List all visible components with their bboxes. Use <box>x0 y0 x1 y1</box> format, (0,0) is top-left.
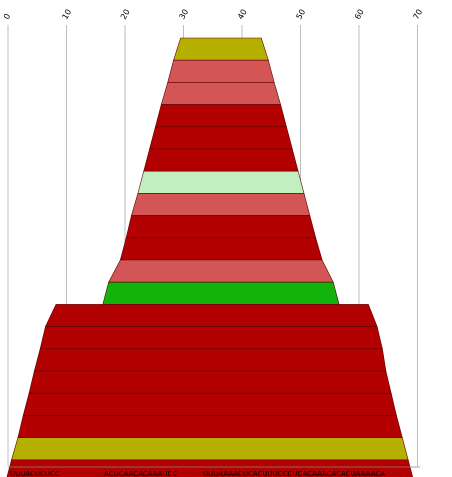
sequence-label: ACUCAACACAAAUCC <box>104 470 177 477</box>
funnel-row <box>173 37 269 61</box>
funnel-row <box>11 437 409 461</box>
funnel-row <box>155 104 287 128</box>
funnel-row <box>160 82 282 105</box>
bottom-sequence-labels: UUUACUCUCC ACUCAACACAAAUCC UUUAAAACUCACUUU… <box>10 470 385 477</box>
x-tick-label: 20 <box>119 8 132 21</box>
funnel-row <box>22 392 397 416</box>
x-tick-label: 70 <box>411 8 424 21</box>
funnel-row <box>143 148 299 172</box>
funnel-row <box>33 348 387 372</box>
funnel-row <box>149 126 293 150</box>
axis-tick-labels: 0 10 20 30 40 50 60 70 <box>2 8 424 21</box>
funnel-row <box>125 215 317 239</box>
sequence-label: UUUACUCUCC <box>10 470 60 477</box>
funnel-row <box>108 259 334 283</box>
funnel-row <box>137 170 305 194</box>
funnel-row <box>119 237 323 261</box>
x-tick-label: 10 <box>60 8 73 21</box>
x-tick-label: 50 <box>294 8 307 21</box>
funnel-rows <box>6 37 420 477</box>
funnel-row <box>6 459 413 477</box>
x-tick-label: 40 <box>236 8 249 21</box>
x-tick-label: 0 <box>2 12 12 21</box>
sequence-label: UUUAAAACUCACUUUCCCUCACAAACACACUAAAACA <box>203 470 385 477</box>
funnel-row <box>17 415 403 438</box>
x-tick-label: 30 <box>177 8 190 21</box>
funnel-row <box>102 281 340 305</box>
funnel-row <box>44 304 378 327</box>
funnel-row <box>167 59 275 83</box>
funnel-row <box>28 370 392 394</box>
funnel-row <box>131 193 311 216</box>
funnel-row <box>39 326 383 350</box>
x-tick-label: 60 <box>353 8 366 21</box>
